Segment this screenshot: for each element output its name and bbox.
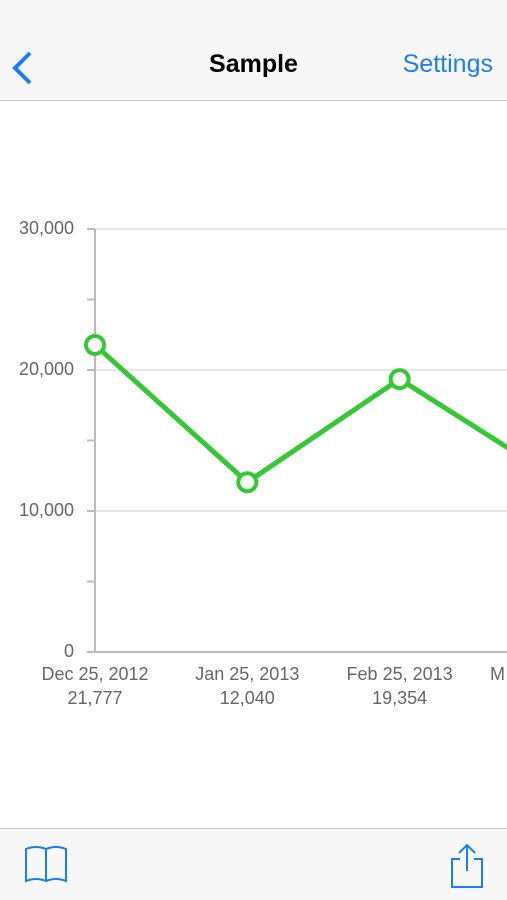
x-tick-label: Dec 25, 2012	[41, 664, 148, 684]
share-button[interactable]	[450, 843, 484, 889]
x-tick-label: Feb 25, 2013	[347, 664, 453, 684]
data-point	[236, 471, 259, 494]
value-label: 21,777	[67, 688, 122, 708]
settings-button[interactable]: Settings	[402, 50, 493, 78]
y-tick-label: 30,000	[19, 218, 74, 238]
nav-title: Sample	[209, 50, 298, 78]
value-label: 19,354	[372, 688, 427, 708]
chart: 0 10,000 20,000 30,000 Dec 25, 2012 21,777 Jan…	[19, 218, 507, 708]
back-button[interactable]	[10, 50, 36, 86]
y-tick-label: 20,000	[19, 359, 74, 379]
nav-bar: Sample Settings	[0, 0, 507, 101]
y-tick-label: 0	[64, 641, 74, 661]
data-line	[93, 343, 507, 485]
bookmarks-button[interactable]	[24, 845, 70, 885]
value-label: 12,040	[220, 688, 275, 708]
x-tick-label: Jan 25, 2013	[195, 664, 299, 684]
x-tick-label: M	[490, 664, 505, 684]
data-point	[84, 333, 106, 356]
y-tick-label: 10,000	[19, 500, 74, 520]
toolbar	[0, 828, 507, 900]
data-point	[388, 368, 411, 391]
